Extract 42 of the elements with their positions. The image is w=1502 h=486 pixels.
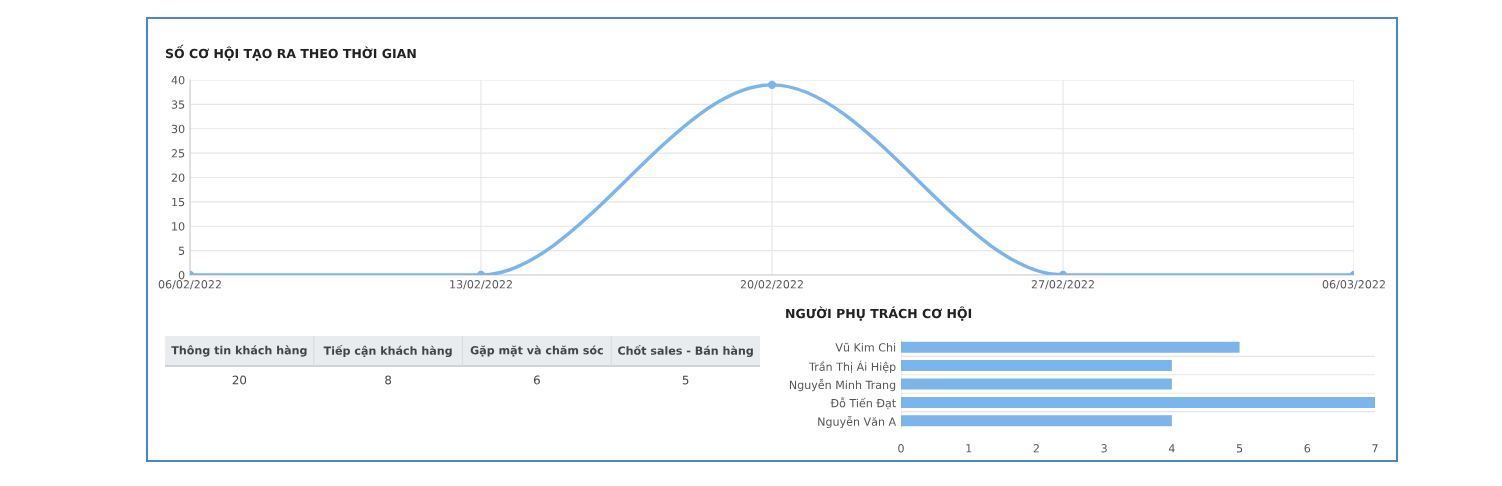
x-tick-label: 0	[898, 444, 904, 453]
category-label: Gặp mặt và chăm sóc	[470, 345, 603, 357]
y-tick-label: 30	[171, 124, 185, 134]
y-tick-label: 20	[171, 173, 185, 182]
y-tick-label: 40	[171, 75, 185, 85]
category-label: Tiếp cận khách hàng	[323, 344, 452, 358]
y-tick-label: 15	[172, 198, 185, 207]
data-label: 5	[682, 375, 689, 385]
y-tick-label: Nguyễn Minh Trang	[789, 379, 896, 392]
y-tick-label: Đỗ Tiến Đạt	[830, 397, 896, 410]
x-tick-label: 3	[1101, 444, 1107, 453]
x-tick-label: 5	[1236, 444, 1243, 453]
y-tick-label: Nguyễn Văn A	[818, 415, 897, 428]
y-tick-label: 10	[172, 222, 185, 231]
x-tick-label: 4	[1168, 444, 1175, 453]
bar	[901, 415, 1172, 427]
data-label: 6	[533, 375, 540, 385]
data-label: 20	[232, 375, 247, 385]
bar	[901, 341, 1240, 353]
category-label: Thông tin khách hàng	[171, 345, 307, 357]
y-tick-label: 35	[171, 100, 185, 109]
bar	[901, 378, 1172, 390]
category-label: Chốt sales - Bán hàng	[618, 344, 753, 358]
y-tick-label: 25	[171, 149, 185, 158]
y-tick-label: Vũ Kim Chi	[835, 342, 896, 352]
bar	[901, 396, 1375, 408]
x-tick-label: 06/03/2022	[1322, 280, 1385, 290]
chart-title: SỐ CƠ HỘI TẠO RA THEO THỜI GIAN	[165, 44, 416, 61]
x-tick-label: 1	[966, 444, 972, 453]
bar	[901, 360, 1172, 372]
x-tick-label: 13/02/2022	[450, 280, 512, 290]
x-tick-label: 2	[1033, 444, 1039, 453]
x-tick-label: 06/02/2022	[158, 280, 221, 290]
y-tick-label: 5	[178, 246, 185, 255]
x-tick-label: 6	[1304, 444, 1311, 453]
chart-title: NGƯỜI PHỤ TRÁCH CƠ HỘI	[786, 306, 972, 321]
x-tick-label: 20/02/2022	[740, 280, 803, 290]
x-tick-label: 7	[1372, 444, 1378, 453]
x-tick-label: 27/02/2022	[1031, 280, 1094, 290]
y-tick-label: 0	[178, 270, 185, 280]
data-label: 8	[385, 375, 392, 385]
y-tick-label: Trần Thị Ái Hiệp	[809, 360, 896, 374]
